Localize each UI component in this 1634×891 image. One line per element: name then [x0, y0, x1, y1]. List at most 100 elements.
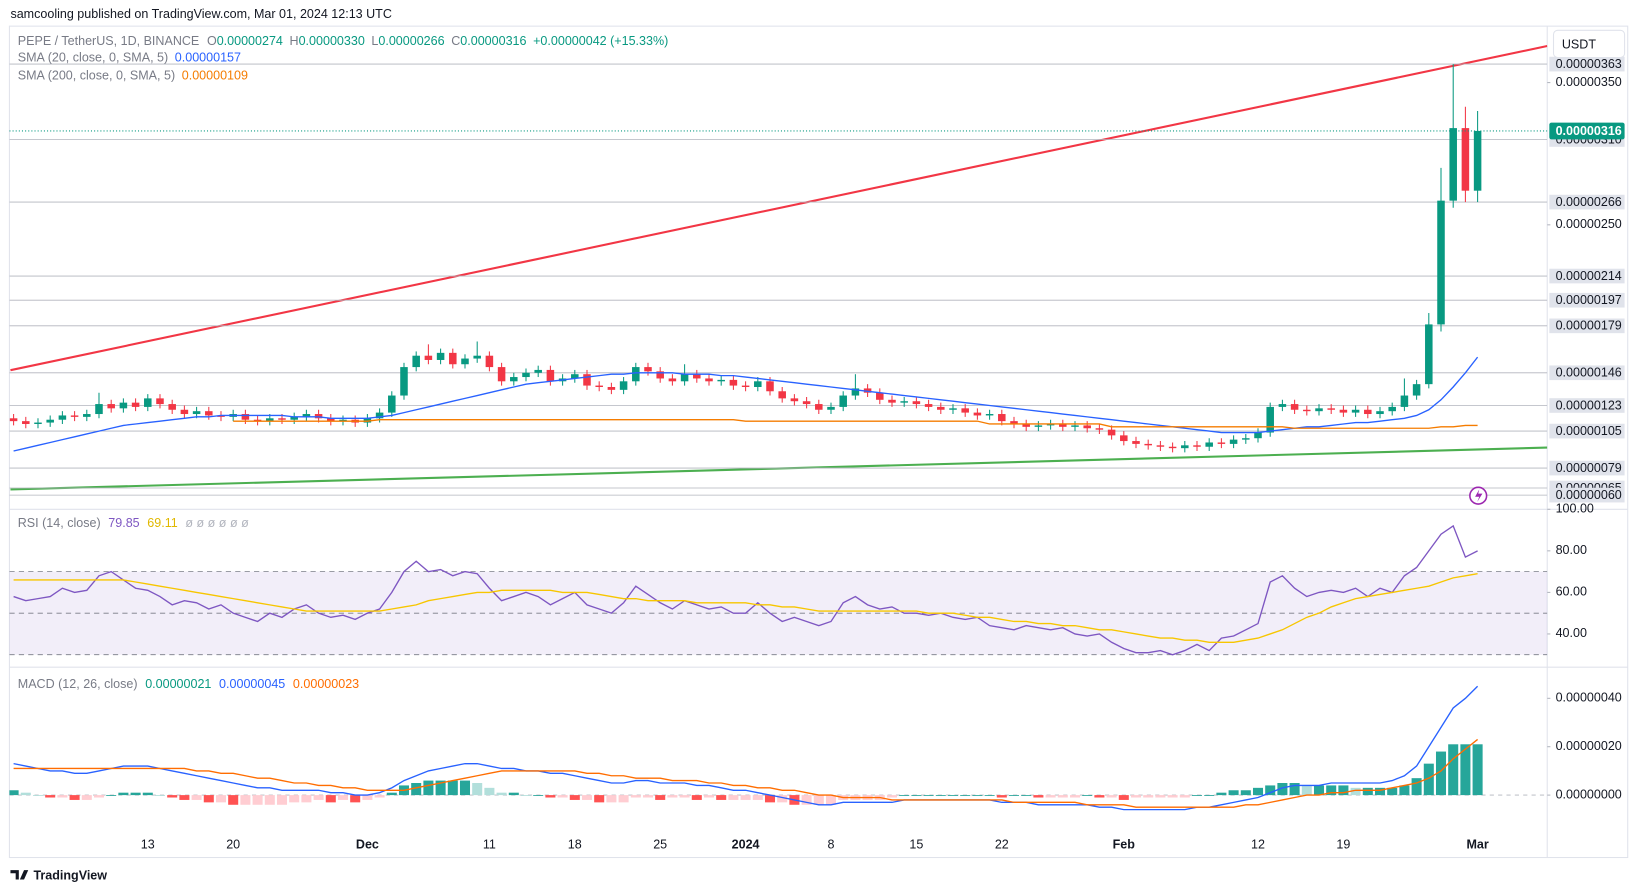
candle-body: [717, 379, 725, 382]
price-level-badge: [1549, 268, 1625, 284]
histogram-bar: [203, 795, 214, 803]
candle-body: [1144, 443, 1152, 446]
trend-line-support: [10, 446, 1548, 491]
candle-body: [1473, 130, 1482, 191]
last-price-badge: [1549, 122, 1625, 140]
histogram-bar: [618, 795, 629, 803]
candle-body: [778, 391, 786, 399]
candle-body: [1168, 446, 1177, 449]
rsi-pane: [9, 524, 1548, 656]
x-tick-label: Feb: [1113, 837, 1136, 851]
y-tick-label: 0.00000000: [1556, 787, 1622, 801]
histogram-bar: [1021, 795, 1032, 796]
candle-body: [1083, 425, 1091, 429]
y-tick-label: 0.00000250: [1556, 217, 1622, 231]
price-level-badge: [1549, 292, 1625, 308]
candle-body: [998, 414, 1006, 422]
histogram-bar: [764, 795, 776, 803]
price-level-label: 0.00000105: [1556, 424, 1622, 438]
histogram-bar: [728, 795, 739, 800]
candle-body: [1132, 441, 1140, 444]
histogram-bar: [801, 795, 812, 805]
candle-body: [1388, 406, 1396, 412]
candle-body: [693, 374, 701, 379]
footer-logo: TradingView: [10, 869, 107, 883]
histogram-bar: [1069, 795, 1081, 798]
price-level-badge: [1549, 460, 1625, 476]
histogram-bar: [630, 795, 641, 798]
histogram-bar: [142, 792, 153, 796]
candle-body: [156, 398, 164, 405]
button-label[interactable]: USDT: [1562, 37, 1596, 51]
candle-body: [131, 402, 140, 407]
candle-body: [802, 401, 811, 405]
histogram-bar: [581, 795, 593, 800]
candle-body: [680, 374, 689, 382]
candle-body: [827, 406, 835, 410]
candle-body: [741, 385, 750, 387]
candle-body: [1339, 409, 1348, 413]
x-tick-label: 13: [141, 837, 155, 851]
candle-body: [876, 392, 884, 400]
histogram-bar: [93, 795, 105, 798]
legend-value: 0.00000157: [175, 51, 241, 65]
histogram-bar: [1435, 751, 1447, 796]
publish-header: samcooling published on TradingView.com,…: [10, 7, 391, 21]
candle-body: [668, 378, 677, 382]
histogram-bar: [1191, 795, 1203, 796]
y-tick-label: 0.00000040: [1556, 691, 1622, 705]
histogram-bar: [1094, 795, 1105, 798]
symbol: PEPE / TetherUS, 1D, BINANCE: [18, 34, 200, 48]
histogram-bar: [533, 795, 544, 796]
legend-name: MACD (12, 26, close): [18, 677, 138, 691]
histogram-bar: [337, 795, 349, 800]
candle-body: [192, 411, 201, 415]
candle-body: [1059, 423, 1067, 427]
histogram-bar: [984, 795, 995, 796]
legend-name: SMA (200, close, 0, SMA, 5): [18, 69, 175, 83]
button-frame[interactable]: [1552, 29, 1626, 59]
x-tick-label: 2024: [732, 837, 760, 851]
price-level-label: 0.00000214: [1556, 269, 1622, 283]
ohlc-key: H: [290, 34, 299, 48]
histogram-bar: [716, 795, 727, 800]
candle-body: [644, 367, 652, 372]
histogram-bar: [167, 795, 178, 798]
candle-body: [58, 415, 67, 420]
candle-body: [180, 409, 189, 415]
legend-name: RSI (14, close): [18, 516, 101, 530]
histogram-bar: [1326, 785, 1337, 796]
trend-line-resistance: [10, 44, 1548, 372]
histogram-bar: [69, 795, 80, 800]
candle-body: [839, 395, 847, 407]
histogram-bar: [32, 795, 44, 796]
candle-body: [144, 398, 152, 407]
candle-body: [339, 419, 347, 422]
histogram-bar: [325, 795, 336, 803]
candle-body: [34, 422, 42, 424]
histogram-bar: [362, 795, 373, 800]
x-tick-label: 25: [653, 837, 667, 851]
histogram-bar: [679, 795, 690, 798]
x-tick-label: 15: [909, 837, 923, 851]
histogram-bar: [1472, 744, 1483, 796]
price-pane: [9, 44, 1548, 496]
histogram-bar: [301, 795, 312, 803]
candle-body: [863, 388, 872, 393]
histogram-bar: [557, 795, 568, 798]
candle-body: [766, 381, 774, 392]
currency-button[interactable]: USDT: [1552, 29, 1626, 59]
histogram-bar: [1033, 795, 1044, 798]
candle-body: [290, 416, 298, 420]
histogram-bar: [179, 795, 190, 800]
histogram-bar: [191, 795, 202, 800]
candle-body: [22, 421, 30, 424]
chart-frame: [8, 25, 1629, 859]
x-tick-label: 11: [483, 837, 496, 851]
histogram-bar: [996, 795, 1007, 798]
y-tick-label: 100.00: [1556, 502, 1594, 516]
candle-body: [83, 414, 91, 417]
histogram-bar: [1179, 795, 1190, 798]
